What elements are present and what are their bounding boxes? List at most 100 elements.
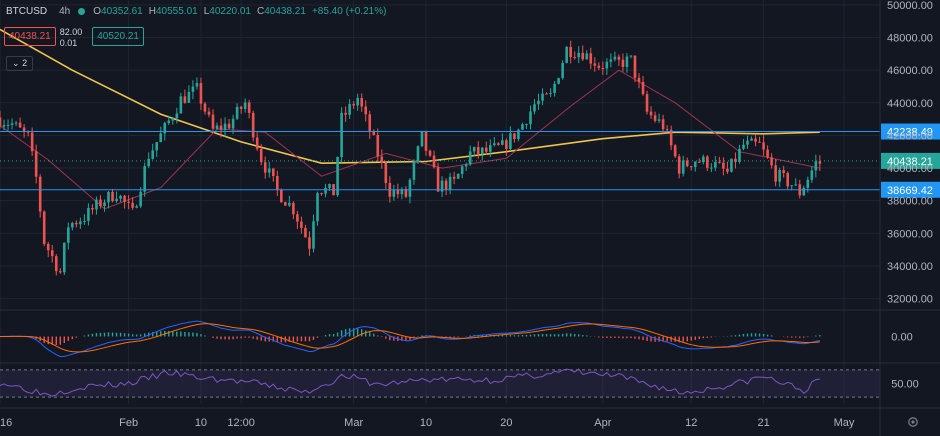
candle-body bbox=[207, 111, 211, 115]
candle-body bbox=[30, 132, 34, 152]
candle-body bbox=[223, 123, 227, 131]
y-tick-label: 36000.00 bbox=[887, 228, 933, 240]
support-tag bbox=[881, 181, 940, 198]
candle-body bbox=[529, 111, 532, 125]
candle-body bbox=[673, 145, 677, 157]
candle-body bbox=[669, 129, 673, 146]
order-quantity[interactable]: 82.00 bbox=[59, 27, 83, 37]
candle-body bbox=[814, 161, 818, 171]
candle-body bbox=[6, 124, 10, 126]
order-spread: 0.01 bbox=[59, 38, 78, 48]
order-quantity-stack: 82.00 0.01 bbox=[60, 27, 83, 49]
symbol-label[interactable]: BTCUSD bbox=[6, 6, 48, 17]
candle-body bbox=[119, 195, 122, 199]
candle-body bbox=[553, 83, 556, 93]
candle-body bbox=[645, 94, 649, 112]
candle-body bbox=[637, 77, 641, 82]
candle-body bbox=[786, 173, 789, 187]
candle-body bbox=[464, 164, 468, 167]
candle-body bbox=[396, 190, 400, 195]
candle-body bbox=[557, 78, 560, 84]
candle-body bbox=[653, 115, 657, 121]
candle-body bbox=[665, 129, 669, 131]
buy-button[interactable]: 40520.21 bbox=[92, 27, 144, 46]
candle-body bbox=[521, 124, 524, 130]
timeframe-label[interactable]: 4h bbox=[59, 6, 71, 17]
candle-body bbox=[605, 61, 609, 69]
candle-body bbox=[320, 193, 323, 195]
grid bbox=[0, 0, 880, 404]
candle-body bbox=[750, 138, 753, 141]
candle-body bbox=[46, 243, 50, 251]
chevron-down-icon: ⌄ bbox=[12, 58, 20, 68]
candle-body bbox=[810, 170, 814, 180]
candle-body bbox=[243, 102, 247, 109]
indicators-toggle[interactable]: ⌄ 2 bbox=[6, 56, 34, 71]
candle-body bbox=[517, 129, 520, 140]
candle-body bbox=[14, 122, 18, 124]
candle-body bbox=[147, 158, 150, 167]
candle-body bbox=[18, 122, 22, 128]
candle-body bbox=[344, 112, 347, 115]
candle-body bbox=[300, 221, 303, 228]
candle-body bbox=[143, 166, 146, 192]
candle-body bbox=[38, 176, 42, 212]
candle-body bbox=[87, 207, 90, 221]
candle-body bbox=[392, 190, 396, 197]
candle-body bbox=[460, 166, 464, 174]
candle-body bbox=[754, 138, 757, 142]
candle-body bbox=[424, 130, 428, 151]
candles bbox=[0, 40, 822, 276]
slow-ma-line bbox=[0, 28, 820, 165]
candle-body bbox=[476, 147, 480, 154]
candle-body bbox=[163, 123, 167, 134]
high-key: H bbox=[148, 6, 156, 17]
macd-tick-label: 0.00 bbox=[891, 332, 912, 344]
candle-body bbox=[75, 222, 78, 225]
candle-body bbox=[203, 103, 207, 112]
macd-signal-line bbox=[0, 323, 820, 353]
candle-body bbox=[537, 100, 540, 105]
candle-body bbox=[175, 113, 179, 119]
candle-body bbox=[372, 131, 376, 135]
candle-body bbox=[641, 81, 645, 95]
high-value: 40555.01 bbox=[155, 6, 198, 17]
candle-body bbox=[42, 211, 46, 244]
y-tick-label: 34000.00 bbox=[887, 261, 933, 273]
candle-body bbox=[609, 59, 613, 62]
candle-body bbox=[58, 271, 62, 273]
candle-body bbox=[360, 97, 363, 107]
candle-body bbox=[356, 97, 359, 106]
candle-body bbox=[235, 106, 239, 119]
candle-body bbox=[83, 220, 86, 222]
candle-body bbox=[159, 133, 163, 143]
candle-body bbox=[513, 133, 516, 140]
candle-body bbox=[702, 156, 705, 163]
settings-gear-icon[interactable] bbox=[908, 417, 918, 427]
candle-body bbox=[794, 184, 798, 186]
ohlc-legend: BTCUSD 4h O40352.61 H40555.01 L40220.01 … bbox=[6, 6, 386, 17]
candle-body bbox=[416, 146, 420, 162]
candle-body bbox=[276, 175, 279, 190]
candle-body bbox=[123, 195, 126, 202]
candle-body bbox=[677, 156, 681, 174]
candle-body bbox=[762, 142, 765, 150]
candle-body bbox=[63, 242, 66, 273]
candle-body bbox=[452, 176, 456, 179]
x-tick-label: 12 bbox=[685, 417, 697, 429]
candle-body bbox=[621, 59, 625, 67]
macd-line bbox=[0, 320, 820, 358]
candle-body bbox=[472, 147, 476, 152]
candle-body bbox=[565, 46, 568, 63]
candle-body bbox=[324, 187, 327, 194]
rsi-line bbox=[0, 368, 820, 397]
candle-body bbox=[280, 189, 283, 203]
sell-button[interactable]: 40438.21 bbox=[4, 27, 56, 46]
candle-body bbox=[484, 147, 488, 152]
x-tick-label: 12:00 bbox=[227, 417, 255, 429]
candle-body bbox=[171, 118, 175, 121]
candle-body bbox=[734, 158, 737, 162]
candle-body bbox=[292, 202, 295, 215]
candle-body bbox=[352, 104, 355, 106]
